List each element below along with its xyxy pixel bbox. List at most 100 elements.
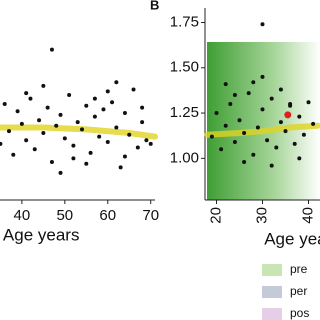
data-point bbox=[242, 130, 247, 135]
data-point bbox=[49, 47, 54, 52]
x-axis-label: Age years bbox=[3, 225, 80, 244]
x-tick-label: 40 bbox=[14, 207, 31, 224]
data-point bbox=[88, 150, 93, 155]
data-point bbox=[274, 145, 279, 150]
data-point bbox=[228, 102, 233, 106]
data-point bbox=[71, 156, 76, 161]
trend-line bbox=[0, 124, 158, 140]
legend-label: pos bbox=[290, 306, 309, 320]
x-axis-label: Age years bbox=[264, 229, 320, 248]
data-point bbox=[284, 111, 292, 119]
data-point bbox=[269, 96, 274, 101]
data-point bbox=[97, 134, 102, 139]
legend-label: pre bbox=[290, 262, 308, 276]
data-point bbox=[32, 147, 37, 152]
data-point bbox=[140, 120, 145, 125]
data-point bbox=[41, 83, 46, 88]
trend-line bbox=[204, 122, 320, 138]
data-point bbox=[288, 102, 293, 106]
data-point bbox=[0, 141, 3, 146]
data-point bbox=[41, 130, 46, 135]
data-point bbox=[114, 80, 119, 85]
data-point bbox=[62, 136, 67, 141]
legend-swatch bbox=[262, 264, 282, 276]
shaded-region bbox=[207, 42, 320, 200]
data-point bbox=[223, 123, 228, 128]
data-point bbox=[37, 118, 42, 123]
data-point bbox=[101, 107, 106, 112]
data-point bbox=[24, 138, 29, 143]
x-tick-label: 20 bbox=[207, 207, 224, 224]
y-tick-label: 1.00 bbox=[170, 149, 199, 166]
data-point bbox=[105, 89, 110, 94]
data-point bbox=[297, 114, 302, 119]
data-point bbox=[269, 163, 274, 168]
data-point bbox=[79, 127, 84, 132]
data-point bbox=[58, 170, 63, 175]
data-point bbox=[122, 154, 127, 159]
data-point bbox=[45, 105, 50, 110]
data-point bbox=[131, 87, 136, 92]
data-point bbox=[306, 100, 311, 105]
data-point bbox=[278, 120, 283, 125]
data-point bbox=[301, 132, 306, 137]
data-point bbox=[71, 143, 76, 148]
data-point bbox=[278, 87, 283, 92]
x-tick-label: 40 bbox=[299, 207, 316, 224]
data-point bbox=[214, 111, 219, 116]
data-point bbox=[237, 118, 242, 123]
data-point bbox=[140, 105, 145, 110]
data-point bbox=[118, 165, 123, 170]
data-point bbox=[297, 156, 302, 161]
data-point bbox=[92, 114, 97, 119]
data-point bbox=[232, 140, 237, 145]
data-point bbox=[292, 141, 297, 146]
data-point bbox=[246, 91, 251, 96]
data-point bbox=[283, 129, 288, 134]
data-point bbox=[92, 96, 97, 101]
data-point bbox=[242, 159, 247, 164]
x-tick-label: 60 bbox=[99, 207, 116, 224]
y-tick-label: 1.50 bbox=[170, 59, 199, 76]
data-point bbox=[251, 152, 256, 157]
data-point bbox=[58, 112, 63, 117]
data-point bbox=[11, 152, 16, 157]
data-point bbox=[144, 138, 149, 143]
data-point bbox=[2, 102, 7, 106]
data-point bbox=[28, 96, 33, 101]
data-point bbox=[251, 80, 256, 85]
data-point bbox=[67, 92, 72, 97]
data-point bbox=[110, 100, 115, 105]
data-point bbox=[209, 134, 214, 139]
data-point bbox=[255, 125, 260, 130]
data-point bbox=[15, 109, 20, 114]
data-point bbox=[260, 107, 265, 112]
y-tick-label: 1.75 bbox=[170, 13, 199, 30]
data-point bbox=[6, 129, 11, 134]
legend-swatch bbox=[262, 308, 282, 320]
panel-label: B bbox=[150, 0, 159, 12]
data-point bbox=[232, 92, 237, 97]
data-point bbox=[135, 145, 140, 150]
data-point bbox=[127, 132, 132, 137]
data-point bbox=[311, 121, 316, 126]
data-point bbox=[24, 91, 29, 96]
data-point bbox=[223, 82, 228, 87]
x-tick-label: 30 bbox=[253, 207, 270, 224]
data-point bbox=[84, 103, 89, 108]
data-point bbox=[148, 141, 153, 146]
data-point bbox=[260, 22, 265, 27]
y-tick-label: 1.25 bbox=[170, 104, 199, 121]
data-point bbox=[54, 123, 59, 128]
legend-label: per bbox=[290, 284, 307, 298]
data-point bbox=[105, 140, 110, 145]
data-point bbox=[84, 161, 89, 166]
data-point bbox=[265, 138, 270, 143]
data-point bbox=[75, 120, 80, 125]
data-point bbox=[19, 121, 24, 126]
data-point bbox=[260, 74, 265, 79]
x-tick-label: 50 bbox=[56, 207, 73, 224]
data-point bbox=[219, 147, 224, 152]
data-point bbox=[49, 159, 54, 164]
